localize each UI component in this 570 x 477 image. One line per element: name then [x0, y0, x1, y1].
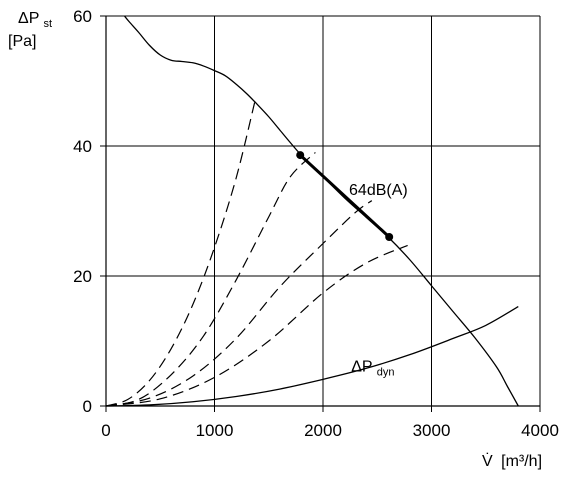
tick-labels: 0 1000 2000 3000 4000 0 20 40 60 — [73, 7, 559, 440]
operating-point-marker-1 — [385, 233, 394, 241]
x-tick-label-4: 4000 — [521, 421, 559, 440]
x-tick-label-3: 3000 — [413, 421, 451, 440]
dynamic-pressure-curve — [105, 305, 519, 407]
static-pressure-curve — [123, 15, 519, 407]
annotations: 64dB(A) ΔP dyn — [349, 182, 408, 379]
svg-text:V̇ [m³/h]: V̇ [m³/h] — [482, 452, 542, 470]
y-tick-label-1: 20 — [73, 267, 92, 286]
xlabel-unit: [m³/h] — [501, 453, 542, 470]
x-tick-label-2: 2000 — [304, 421, 342, 440]
annotation-dynamic-pressure: ΔP dyn — [351, 359, 394, 379]
y-axis-label: ΔP st [Pa] — [8, 10, 52, 50]
x-tick-label-0: 0 — [101, 421, 110, 440]
y-tick-label-3: 60 — [73, 7, 92, 26]
operating-point-marker-0 — [296, 151, 305, 160]
dashed-curve-2 — [105, 102, 256, 407]
ylabel-sub: st — [44, 18, 53, 30]
annotation-noise-level: 64dB(A) — [349, 182, 408, 199]
dashed-curve-5 — [105, 244, 408, 407]
svg-text:ΔP st: ΔP st — [18, 10, 52, 30]
x-tick-label-1: 1000 — [196, 421, 234, 440]
annotation-dyn-sub: dyn — [377, 367, 395, 379]
markers-layer — [296, 151, 394, 241]
axes-frame — [100, 15, 541, 412]
ylabel-main: ΔP — [18, 10, 39, 27]
x-axis-label: V̇ [m³/h] — [482, 452, 542, 470]
annotation-dyn-main: ΔP — [351, 359, 372, 376]
dashed-curve-4 — [105, 200, 373, 407]
dashed-curve-3 — [105, 152, 316, 407]
y-tick-label-0: 0 — [83, 397, 92, 416]
grid — [106, 15, 541, 406]
xlabel-symbol: V̇ — [482, 452, 493, 470]
series-layer — [105, 15, 519, 407]
ylabel-unit: [Pa] — [8, 33, 36, 50]
y-tick-label-2: 40 — [73, 137, 92, 156]
operating-range-line — [299, 153, 391, 239]
